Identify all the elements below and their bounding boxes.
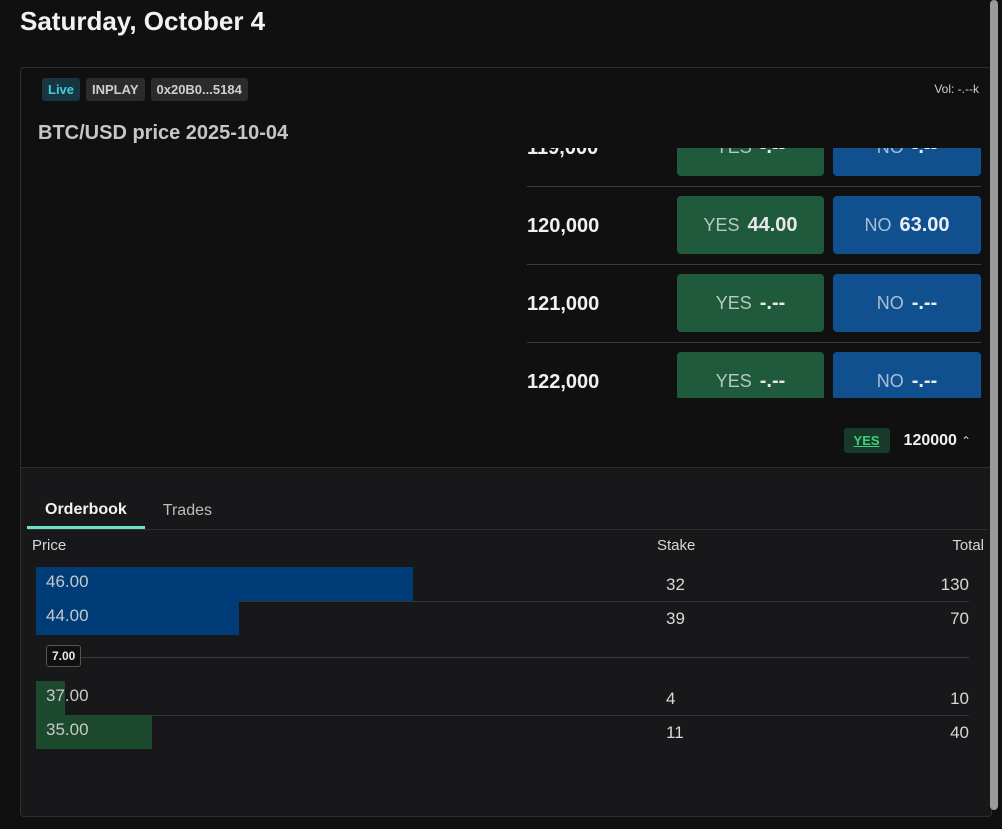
depth-bar: [36, 567, 413, 601]
bid-row[interactable]: 37.00 4 10: [36, 681, 969, 716]
yes-price: 44.00: [747, 213, 798, 236]
row-total: 70: [950, 609, 969, 628]
strike-label: 121,000: [527, 293, 600, 315]
no-label: NO: [864, 214, 892, 235]
yes-label: YES: [715, 292, 752, 313]
bid-row[interactable]: 35.00 11 40: [36, 715, 969, 749]
row-stake: 4: [666, 689, 676, 708]
depth-bar: [36, 601, 239, 635]
no-button[interactable]: NO 63.00: [833, 196, 981, 254]
header-stake: Stake: [657, 537, 696, 554]
yes-price: -.--: [759, 369, 786, 392]
row-stake: 32: [666, 575, 685, 594]
strike-label: 120,000: [527, 215, 600, 237]
badge-row: Live INPLAY 0x20B0...5184: [42, 78, 248, 101]
spread-divider: [46, 657, 969, 658]
depth-bar: [36, 681, 65, 715]
ladder-row: 121,000 YES -.-- NO -.--: [527, 264, 981, 343]
yes-label: YES: [703, 214, 740, 235]
yes-label: YES: [716, 148, 752, 158]
status-badge: INPLAY: [86, 78, 145, 101]
yes-button[interactable]: YES -.--: [677, 352, 824, 398]
no-price: -.--: [911, 369, 938, 392]
spread-badge: 7.00: [46, 645, 82, 667]
row-stake: 11: [666, 723, 684, 742]
row-price: 46.00: [46, 572, 89, 591]
no-button[interactable]: NO -.--: [833, 274, 981, 332]
strike-ladder[interactable]: 119,000 YES -.-- NO -.-- 120,000 YES 44.…: [527, 148, 981, 398]
no-label: NO: [876, 370, 904, 391]
depth-bar: [36, 715, 152, 749]
row-total: 130: [940, 575, 969, 594]
tab-trades[interactable]: Trades: [162, 502, 212, 519]
address-badge[interactable]: 0x20B0...5184: [150, 78, 248, 101]
ladder-row: 119,000 YES -.-- NO -.--: [527, 148, 981, 187]
ladder-row: 122,000 YES -.-- NO -.--: [527, 342, 981, 398]
market-card: Live INPLAY 0x20B0...5184 Vol: -.--k BTC…: [20, 67, 992, 817]
live-badge: Live: [42, 78, 81, 101]
no-button[interactable]: NO -.--: [833, 352, 981, 398]
yes-price: -.--: [760, 148, 786, 159]
ask-row[interactable]: 44.00 39 70: [36, 601, 969, 635]
ladder-row: 120,000 YES 44.00 NO 63.00: [527, 186, 981, 265]
tab-bar: Orderbook Trades: [27, 493, 987, 530]
row-stake: 39: [666, 609, 685, 628]
selected-side-badge[interactable]: YES: [843, 428, 890, 453]
no-button[interactable]: NO -.--: [833, 148, 981, 176]
orderbook-panel: Orderbook Trades Price Stake Total 46.00…: [21, 467, 991, 816]
strike-label: 119,000: [527, 148, 599, 159]
header-total: Total: [952, 537, 984, 554]
selection-summary[interactable]: YES 120000 ⌃: [843, 428, 971, 453]
market-title: BTC/USD price 2025-10-04: [38, 122, 289, 144]
yes-button[interactable]: YES -.--: [677, 274, 824, 332]
no-price: 63.00: [899, 213, 950, 236]
row-total: 40: [950, 723, 969, 742]
no-label: NO: [876, 292, 904, 313]
page-title: Saturday, October 4: [20, 6, 266, 36]
scrollbar[interactable]: [990, 0, 998, 810]
selected-strike: 120000: [903, 431, 957, 449]
strike-label: 122,000: [527, 371, 600, 393]
no-label: NO: [877, 148, 904, 158]
yes-label: YES: [715, 370, 752, 391]
row-price: 37.00: [46, 686, 89, 705]
yes-button[interactable]: YES 44.00: [677, 196, 824, 254]
header-price: Price: [32, 537, 67, 554]
no-price: -.--: [911, 291, 938, 314]
yes-button[interactable]: YES -.--: [677, 148, 824, 176]
chevron-up-icon[interactable]: ⌃: [960, 433, 971, 448]
no-price: -.--: [912, 148, 938, 159]
row-price: 35.00: [46, 720, 89, 739]
tab-orderbook[interactable]: Orderbook: [27, 493, 145, 529]
volume-label: Vol: -.--k: [934, 82, 979, 96]
row-price: 44.00: [46, 606, 89, 625]
yes-price: -.--: [759, 291, 786, 314]
row-total: 10: [950, 689, 969, 708]
ask-row[interactable]: 46.00 32 130: [36, 567, 969, 602]
